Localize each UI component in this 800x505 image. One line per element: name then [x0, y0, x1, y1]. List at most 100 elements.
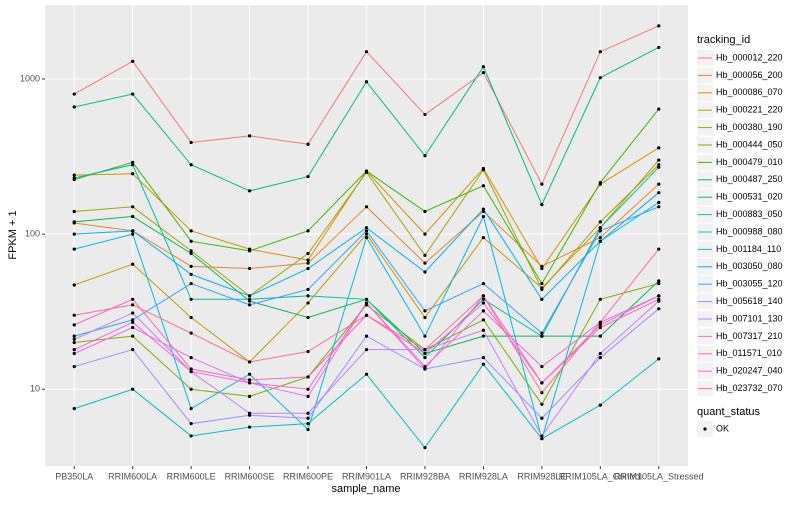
- legend-label: Hb_000988_080: [716, 226, 783, 236]
- data-point: [306, 266, 310, 271]
- data-point: [598, 403, 602, 407]
- data-point: [72, 173, 76, 177]
- data-point: [540, 297, 544, 301]
- x-tick-label: RRIM600LE: [167, 471, 216, 481]
- data-point: [364, 229, 369, 233]
- data-point: [481, 235, 486, 240]
- data-point: [189, 163, 193, 167]
- y-tick-label: 1000: [20, 73, 40, 83]
- data-point: [306, 375, 310, 379]
- data-point: [189, 229, 193, 233]
- data-point: [657, 158, 661, 162]
- data-point: [423, 261, 427, 265]
- data-point: [306, 251, 310, 256]
- data-point: [423, 209, 427, 214]
- data-point: [247, 294, 252, 298]
- data-point: [189, 434, 193, 438]
- data-point: [131, 348, 135, 352]
- data-point: [189, 315, 193, 320]
- data-point: [306, 349, 310, 354]
- data-point: [247, 411, 252, 415]
- legend-label: Hb_000380_190: [716, 122, 783, 132]
- data-point: [423, 348, 427, 352]
- x-axis-title: sample_name: [331, 483, 400, 495]
- data-point: [247, 378, 252, 382]
- x-tick-label: RRIM928BA: [400, 471, 450, 481]
- data-point: [72, 323, 76, 327]
- legend-label: Hb_000221_220: [716, 105, 783, 115]
- data-point: [423, 270, 427, 274]
- x-tick-label: RRIM600LA: [108, 471, 157, 481]
- data-point: [131, 92, 135, 96]
- data-point: [598, 320, 602, 324]
- data-point: [131, 311, 135, 315]
- data-point: [306, 174, 310, 179]
- data-point: [306, 411, 310, 415]
- data-point: [247, 266, 252, 271]
- data-point: [131, 172, 135, 176]
- data-point: [131, 334, 135, 338]
- data-point: [657, 163, 661, 167]
- data-point: [481, 294, 486, 298]
- data-point: [72, 348, 76, 352]
- data-point: [657, 182, 661, 186]
- data-point: [540, 266, 544, 271]
- data-point: [423, 253, 427, 257]
- data-point: [364, 169, 369, 173]
- data-point: [364, 372, 369, 376]
- data-point: [481, 65, 486, 69]
- data-point: [306, 142, 310, 146]
- data-point: [306, 287, 310, 292]
- data-point: [598, 226, 602, 230]
- x-tick-label: RRIM928LE: [517, 471, 566, 481]
- data-point: [598, 50, 602, 54]
- y-tick-label: 100: [25, 229, 40, 239]
- data-point: [247, 372, 252, 376]
- data-point: [540, 437, 544, 441]
- data-point: [72, 313, 76, 317]
- data-point: [481, 318, 486, 322]
- x-tick-label: RRIM600SE: [225, 471, 275, 481]
- data-point: [481, 334, 486, 338]
- data-point: [189, 369, 193, 374]
- data-point: [364, 313, 369, 317]
- data-point: [306, 301, 310, 305]
- data-point: [72, 334, 76, 338]
- data-point: [131, 163, 135, 167]
- data-point: [247, 297, 252, 301]
- data-point: [540, 364, 544, 369]
- data-point: [598, 325, 602, 330]
- data-point: [72, 407, 76, 411]
- legend-label: Hb_007317_210: [716, 331, 783, 341]
- legend-title: quant_status: [697, 406, 760, 418]
- data-point: [189, 367, 193, 371]
- data-point: [189, 272, 193, 276]
- data-point: [72, 247, 76, 251]
- data-point: [481, 355, 486, 360]
- legend-title: tracking_id: [697, 34, 750, 46]
- data-point: [189, 407, 193, 411]
- x-tick-label: RRIM901LA: [342, 471, 391, 481]
- data-point: [540, 402, 544, 406]
- legend-label: Hb_000056_200: [716, 70, 783, 80]
- data-point: [423, 446, 427, 450]
- data-point: [364, 226, 369, 230]
- data-point: [247, 394, 252, 398]
- data-point: [247, 134, 252, 138]
- data-point: [72, 364, 76, 369]
- data-point: [189, 281, 193, 286]
- legend-label: Hb_020247_040: [716, 366, 783, 376]
- legend-label: Hb_023732_070: [716, 383, 783, 393]
- legend-label: Hb_000086_070: [716, 87, 783, 97]
- data-point: [481, 184, 486, 188]
- data-point: [657, 294, 661, 298]
- data-point: [306, 315, 310, 320]
- data-point: [423, 351, 427, 356]
- data-point: [306, 427, 310, 432]
- data-point: [131, 320, 135, 324]
- data-point: [481, 209, 486, 214]
- data-point: [306, 229, 310, 233]
- data-point: [423, 309, 427, 313]
- data-point: [598, 351, 602, 356]
